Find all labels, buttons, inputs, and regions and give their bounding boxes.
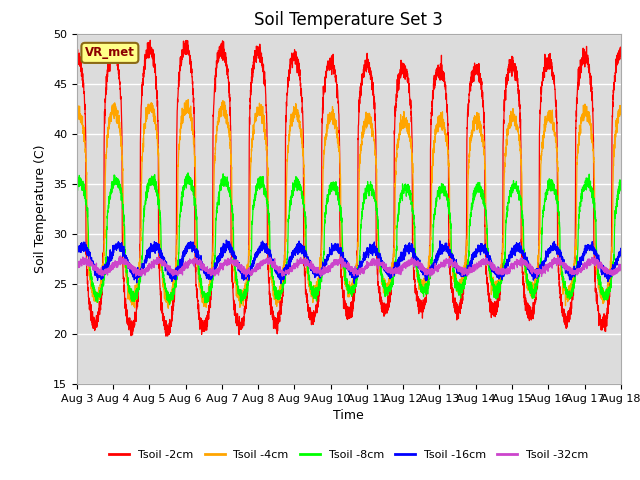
Tsoil -4cm xyxy=(471,120,479,126)
Tsoil -2cm xyxy=(162,333,170,339)
Tsoil -32cm xyxy=(73,263,81,269)
Tsoil -32cm xyxy=(471,266,479,272)
Tsoil -8cm xyxy=(329,183,337,189)
Tsoil -8cm xyxy=(617,185,625,191)
Tsoil -32cm xyxy=(171,272,179,278)
Tsoil -2cm xyxy=(616,45,624,50)
Tsoil -16cm xyxy=(73,246,81,252)
Tsoil -4cm xyxy=(329,117,337,123)
Line: Tsoil -16cm: Tsoil -16cm xyxy=(77,240,621,284)
Tsoil -8cm xyxy=(184,170,192,176)
Tsoil -8cm xyxy=(73,178,81,183)
Tsoil -8cm xyxy=(166,301,173,307)
Tsoil -16cm xyxy=(617,250,625,255)
Line: Tsoil -4cm: Tsoil -4cm xyxy=(77,99,621,308)
Tsoil -2cm xyxy=(329,65,337,71)
Tsoil -32cm xyxy=(329,264,337,270)
Tsoil -2cm xyxy=(617,50,625,56)
X-axis label: Time: Time xyxy=(333,409,364,422)
Tsoil -2cm xyxy=(502,97,509,103)
Tsoil -16cm xyxy=(616,252,624,257)
Tsoil -4cm xyxy=(441,129,449,134)
Y-axis label: Soil Temperature (C): Soil Temperature (C) xyxy=(35,144,47,273)
Tsoil -2cm xyxy=(441,79,449,84)
Tsoil -4cm xyxy=(73,109,81,115)
Tsoil -16cm xyxy=(223,237,230,243)
Tsoil -32cm xyxy=(617,266,625,272)
Tsoil -8cm xyxy=(471,190,479,195)
Legend: Tsoil -2cm, Tsoil -4cm, Tsoil -8cm, Tsoil -16cm, Tsoil -32cm: Tsoil -2cm, Tsoil -4cm, Tsoil -8cm, Tsoi… xyxy=(105,445,593,465)
Line: Tsoil -8cm: Tsoil -8cm xyxy=(77,173,621,304)
Tsoil -16cm xyxy=(277,281,285,287)
Tsoil -16cm xyxy=(471,249,479,255)
Tsoil -16cm xyxy=(329,244,337,250)
Line: Tsoil -2cm: Tsoil -2cm xyxy=(77,40,621,336)
Tsoil -4cm xyxy=(616,111,624,117)
Tsoil -16cm xyxy=(441,246,449,252)
Tsoil -8cm xyxy=(616,185,624,191)
Tsoil -4cm xyxy=(184,96,192,102)
Tsoil -2cm xyxy=(73,51,81,57)
Tsoil -32cm xyxy=(502,267,509,273)
Tsoil -2cm xyxy=(147,37,154,43)
Tsoil -32cm xyxy=(441,261,449,266)
Tsoil -16cm xyxy=(171,271,179,276)
Tsoil -32cm xyxy=(616,262,624,267)
Line: Tsoil -32cm: Tsoil -32cm xyxy=(77,256,621,277)
Tsoil -2cm xyxy=(171,286,179,291)
Tsoil -4cm xyxy=(617,108,625,114)
Tsoil -16cm xyxy=(502,261,509,267)
Text: VR_met: VR_met xyxy=(85,47,135,60)
Tsoil -8cm xyxy=(502,227,509,233)
Tsoil -32cm xyxy=(116,253,124,259)
Title: Soil Temperature Set 3: Soil Temperature Set 3 xyxy=(254,11,444,29)
Tsoil -4cm xyxy=(171,277,179,283)
Tsoil -8cm xyxy=(171,285,179,290)
Tsoil -4cm xyxy=(502,154,509,159)
Tsoil -4cm xyxy=(164,305,172,311)
Tsoil -2cm xyxy=(471,68,479,73)
Tsoil -8cm xyxy=(441,192,449,197)
Tsoil -32cm xyxy=(533,275,541,280)
